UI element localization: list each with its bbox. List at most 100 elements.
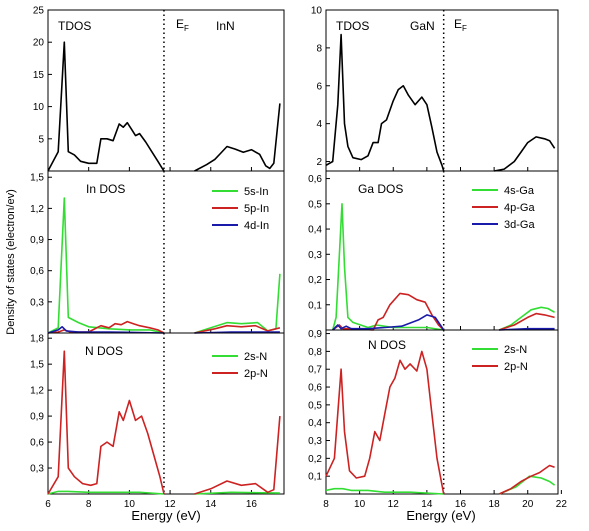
series-line-2p-n bbox=[498, 464, 555, 495]
y-tick-label: 0,6 bbox=[30, 266, 44, 277]
x-axis-label-right: Energy (eV) bbox=[406, 508, 475, 523]
panel-label: In DOS bbox=[86, 182, 125, 196]
y-tick-label: 0,9 bbox=[30, 412, 44, 423]
series-line-2p-n bbox=[194, 416, 281, 495]
y-axis-label: Density of states (electron/ev) bbox=[5, 189, 17, 335]
panel-label: InN bbox=[216, 19, 235, 33]
x-tick-label: 8 bbox=[86, 499, 92, 510]
y-tick-label: 6 bbox=[316, 81, 322, 92]
y-tick-label: 0,8 bbox=[308, 347, 322, 358]
panel-label: N DOS bbox=[368, 338, 406, 352]
y-tick-label: 0,6 bbox=[308, 383, 322, 394]
fermi-label-sub: F bbox=[462, 24, 467, 33]
panel-inn-ndos: 0,3 0,6 0,9 1,2 1,5 1,8 6 8 10 12 14 16 N DOS 2s-N 2p-… bbox=[30, 332, 285, 510]
y-tick-label: 0,3 bbox=[30, 464, 44, 475]
series-line-2s-n bbox=[498, 475, 556, 495]
y-tick-label: 1,2 bbox=[30, 204, 44, 215]
x-tick-label: 16 bbox=[455, 499, 467, 510]
legend-entry: 4d-In bbox=[244, 220, 269, 232]
panel-label: TDOS bbox=[336, 19, 369, 33]
series-line-2s-n bbox=[194, 491, 280, 495]
y-tick-label: 0,3 bbox=[308, 250, 322, 261]
series-line-tdos bbox=[47, 41, 165, 172]
x-tick-label: 10 bbox=[354, 499, 366, 510]
y-tick-label: 0,3 bbox=[308, 436, 322, 447]
y-tick-label: 2 bbox=[316, 157, 322, 168]
series-line-3d-ga bbox=[332, 314, 445, 331]
y-tick-label: 8 bbox=[316, 43, 322, 54]
y-tick-label: 1,5 bbox=[30, 360, 44, 371]
panel-label: GaN bbox=[410, 19, 435, 33]
legend-entry: 2p-N bbox=[244, 368, 268, 380]
legend-entry: 2p-N bbox=[504, 361, 528, 373]
panel-frame bbox=[325, 9, 559, 172]
y-tick-label: 1,2 bbox=[30, 386, 44, 397]
y-tick-label: 0,5 bbox=[308, 199, 322, 210]
legend-entry: 5s-In bbox=[244, 186, 268, 198]
series-line-2p-n bbox=[325, 350, 445, 495]
y-tick-label: 25 bbox=[33, 6, 45, 17]
y-tick-label: 0,2 bbox=[308, 454, 322, 465]
series-line-2s-n bbox=[325, 487, 444, 495]
panel-inn-indos: 0,3 0,6 0,9 1,2 1,5 In DOS 5s-In 5p-In 4d-In bbox=[30, 170, 285, 334]
x-tick-label: 10 bbox=[124, 499, 136, 510]
y-tick-label: 10 bbox=[311, 6, 323, 17]
panel-gan-gados: 0,1 0,2 0,3 0,4 0,5 0,6 Ga DOS 4s-Ga 4p-Ga 3d-Ga bbox=[308, 170, 559, 331]
panel-inn-tdos: 5 10 15 20 25 TDOS InN EF bbox=[33, 6, 285, 172]
series-line-4s-ga bbox=[498, 306, 555, 331]
series-line-5s-in bbox=[47, 197, 165, 334]
panel-frame bbox=[47, 332, 285, 495]
panel-frame bbox=[47, 9, 285, 172]
x-tick-label: 18 bbox=[489, 499, 501, 510]
x-tick-label: 12 bbox=[388, 499, 400, 510]
series-line-4d-in bbox=[47, 326, 165, 334]
fermi-label: EF bbox=[454, 17, 467, 33]
series-line-2s-n bbox=[47, 490, 165, 495]
legend-entry: 4s-Ga bbox=[504, 185, 535, 197]
panel-gan-ndos: 0,1 0,2 0,3 0,4 0,5 0,6 0,7 0,8 0,9 8 10 12 14 16 18 20… bbox=[308, 329, 567, 510]
y-tick-label: 5 bbox=[38, 134, 44, 145]
series-line-tdos bbox=[194, 103, 281, 172]
y-tick-label: 0,4 bbox=[308, 225, 322, 236]
series-line-4p-ga bbox=[498, 312, 555, 331]
panel-label: TDOS bbox=[58, 19, 91, 33]
legend-entry: 5p-In bbox=[244, 203, 269, 215]
panel-gan-tdos: 2 4 6 8 10 TDOS GaN EF bbox=[311, 6, 559, 172]
y-tick-label: 0,3 bbox=[30, 297, 44, 308]
y-tick-label: 15 bbox=[33, 70, 45, 81]
y-tick-label: 0,1 bbox=[308, 472, 322, 483]
x-tick-label: 12 bbox=[165, 499, 177, 510]
series-line-tdos bbox=[325, 33, 445, 172]
series-line-5p-in bbox=[194, 324, 281, 334]
legend-entry: 4p-Ga bbox=[504, 202, 535, 214]
legend-entry: 2s-N bbox=[244, 351, 267, 363]
y-tick-label: 0,6 bbox=[30, 438, 44, 449]
y-tick-label: 1,8 bbox=[30, 334, 44, 345]
y-tick-label: 0,9 bbox=[308, 329, 322, 340]
legend-entry: 3d-Ga bbox=[504, 219, 535, 231]
y-tick-label: 4 bbox=[316, 119, 322, 130]
x-axis-label-left: Energy (eV) bbox=[131, 508, 200, 523]
x-tick-label: 16 bbox=[246, 499, 258, 510]
fermi-label-sub: F bbox=[184, 24, 189, 33]
series-line-tdos bbox=[493, 136, 556, 172]
x-tick-label: 14 bbox=[421, 499, 433, 510]
y-tick-label: 1,5 bbox=[30, 173, 44, 184]
y-tick-label: 0,4 bbox=[308, 418, 322, 429]
series-line-2p-n bbox=[47, 350, 165, 495]
panel-label: N DOS bbox=[85, 344, 123, 358]
legend-entry: 2s-N bbox=[504, 344, 527, 356]
y-tick-label: 0,7 bbox=[308, 365, 322, 376]
fermi-label-main: E bbox=[176, 17, 184, 31]
x-tick-label: 14 bbox=[205, 499, 217, 510]
fermi-label: EF bbox=[176, 17, 189, 33]
y-tick-label: 20 bbox=[33, 38, 45, 49]
y-tick-label: 0,6 bbox=[308, 174, 322, 185]
x-tick-label: 20 bbox=[522, 499, 534, 510]
y-tick-label: 10 bbox=[33, 102, 45, 113]
x-tick-label: 6 bbox=[45, 499, 51, 510]
y-tick-label: 0,2 bbox=[308, 275, 322, 286]
series-line-4s-ga bbox=[331, 203, 444, 331]
